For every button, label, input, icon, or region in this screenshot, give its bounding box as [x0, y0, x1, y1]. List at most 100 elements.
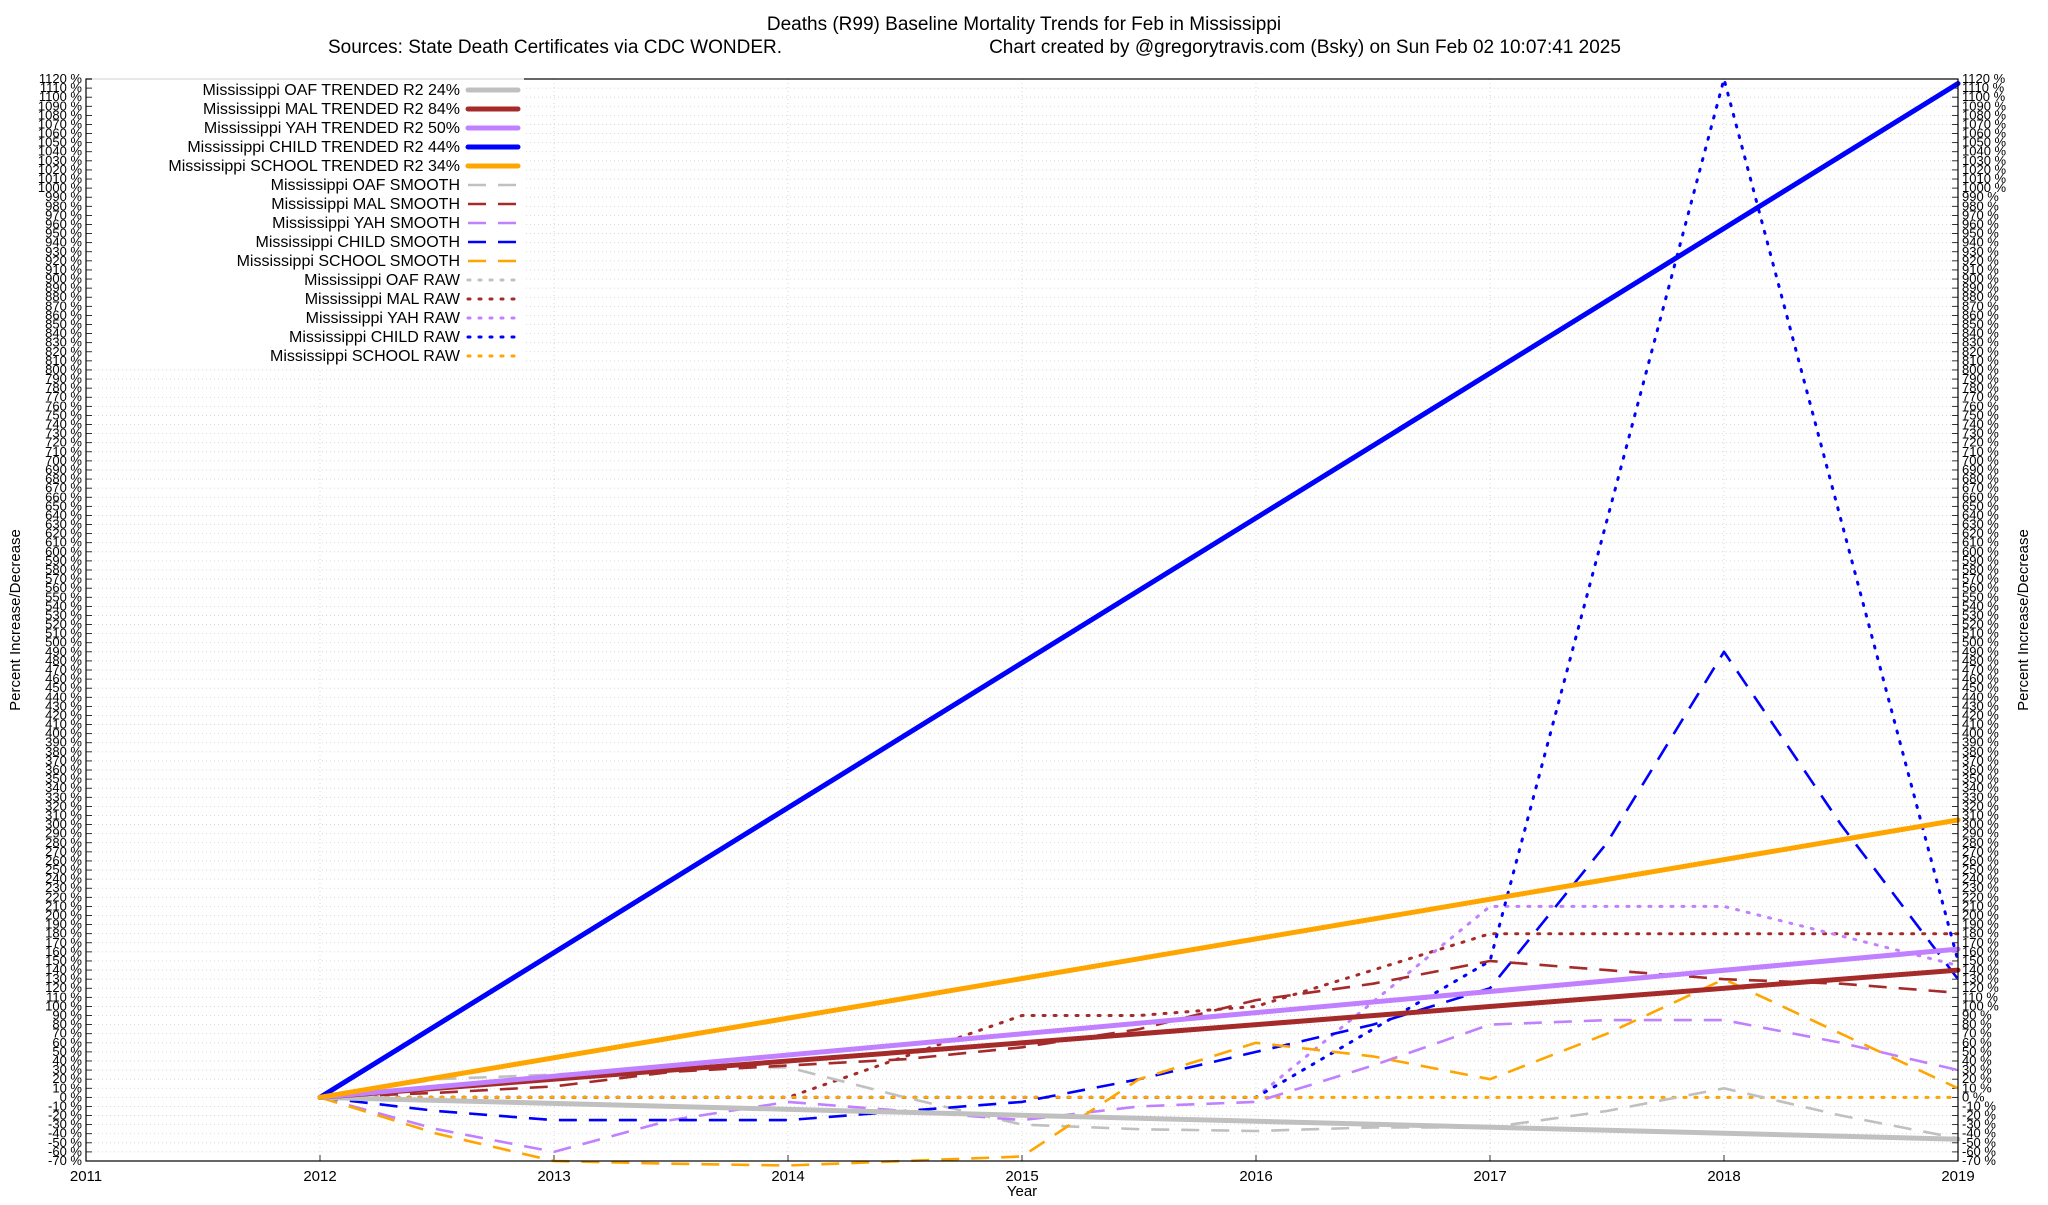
- y-tick-label: 1100 %: [39, 89, 83, 104]
- series-layer: [317, 77, 1961, 1167]
- x-tick-label: 2018: [1707, 1168, 1740, 1185]
- legend-label: Mississippi SCHOOL RAW: [270, 348, 461, 365]
- x-tick-label: 2013: [537, 1168, 570, 1185]
- y-tick-label: 790 %: [45, 371, 82, 386]
- y-tick-label: -30 %: [48, 1117, 82, 1132]
- legend-label: Mississippi OAF RAW: [304, 272, 461, 289]
- y2-tick-label: 660 %: [1962, 489, 1999, 504]
- y-tick-label: 140 %: [45, 962, 82, 977]
- y2-tick-label: 830 %: [1962, 335, 1999, 350]
- y2-tick-label: 370 %: [1962, 753, 1999, 768]
- y-tick-label: 240 %: [45, 871, 82, 886]
- y2-tick-label: 80 %: [1962, 1017, 1992, 1032]
- y2-tick-label: 10 %: [1962, 1080, 1992, 1095]
- y-tick-label: 540 %: [45, 598, 82, 613]
- series-line-0: [317, 1094, 1961, 1142]
- y2-tick-label: 410 %: [1962, 717, 1999, 732]
- legend-label: Mississippi SCHOOL SMOOTH: [237, 253, 460, 270]
- series-line-7: [319, 1018, 1959, 1154]
- x-tick-label: 2019: [1941, 1168, 1974, 1185]
- y-tick-label: 910 %: [45, 262, 82, 277]
- y2-tick-label: 480 %: [1962, 653, 1999, 668]
- y-tick-label: 700 %: [45, 453, 82, 468]
- y2-tick-label: 1090 %: [1962, 98, 2007, 113]
- y-tick-label: 560 %: [45, 580, 82, 595]
- y-tick-label: 830 %: [45, 335, 82, 350]
- plot-frame: [85, 78, 1959, 1162]
- y2-tick-label: -30 %: [1962, 1117, 1996, 1132]
- y-tick-label: 610 %: [45, 535, 82, 550]
- y2-tick-label: 290 %: [1962, 826, 1999, 841]
- y-tick-label: 100 %: [45, 998, 82, 1013]
- y-tick-label: 70 %: [52, 1026, 82, 1041]
- y2-tick-label: 900 %: [1962, 271, 1999, 286]
- y2-tick-label: 750 %: [1962, 407, 1999, 422]
- y2-tick-label: 470 %: [1962, 662, 1999, 677]
- y-tick-label: 990 %: [45, 189, 82, 204]
- y2-tick-label: 730 %: [1962, 426, 1999, 441]
- y2-tick-label: 990 %: [1962, 189, 1999, 204]
- series-line-1: [317, 967, 1961, 1100]
- y2-tick-label: 330 %: [1962, 789, 1999, 804]
- x-axis-label: Year: [1007, 1183, 1037, 1200]
- y-tick-label: 30 %: [52, 1062, 82, 1077]
- y-tick-label: 230 %: [45, 880, 82, 895]
- y-tick-label: 190 %: [45, 917, 82, 932]
- y-tick-label: 770 %: [45, 389, 82, 404]
- y2-tick-label: 200 %: [1962, 908, 1999, 923]
- x-tick-label: 2015: [1005, 1168, 1038, 1185]
- y-tick-label: 840 %: [45, 326, 82, 341]
- y-tick-label: 130 %: [45, 971, 82, 986]
- y-tick-label: 950 %: [45, 226, 82, 241]
- y-tick-label: 1120 %: [39, 71, 83, 86]
- y2-tick-label: 490 %: [1962, 644, 1999, 659]
- y2-tick-label: -40 %: [1962, 1126, 1996, 1141]
- legend-label: Mississippi CHILD TRENDED R2 44%: [187, 139, 460, 156]
- y-tick-label: 850 %: [45, 316, 82, 331]
- y2-tick-label: 170 %: [1962, 935, 1999, 950]
- y-tick-label: 710 %: [45, 444, 82, 459]
- y-tick-label: 1000 %: [38, 180, 83, 195]
- y-tick-label: 780 %: [45, 380, 82, 395]
- y-tick-label: 220 %: [45, 889, 82, 904]
- y2-tick-label: 890 %: [1962, 280, 1999, 295]
- y2-tick-label: 810 %: [1962, 353, 1999, 368]
- y2-tick-label: 70 %: [1962, 1026, 1992, 1041]
- y2-tick-label: 260 %: [1962, 853, 1999, 868]
- y-tick-label: 90 %: [52, 1008, 82, 1023]
- y2-tick-label: 360 %: [1962, 762, 1999, 777]
- y-tick-label: 210 %: [45, 898, 82, 913]
- y-tick-label: 390 %: [45, 735, 82, 750]
- y2-tick-label: 1070 %: [1962, 116, 2007, 131]
- y2-tick-label: 240 %: [1962, 871, 1999, 886]
- y2-tick-label: 0 %: [1962, 1089, 1985, 1104]
- y-tick-label: 920 %: [45, 253, 82, 268]
- y2-tick-label: 190 %: [1962, 917, 1999, 932]
- y-tick-label: 630 %: [45, 517, 82, 532]
- legend-label: Mississippi OAF SMOOTH: [271, 177, 460, 194]
- y2-tick-label: 1050 %: [1962, 135, 2007, 150]
- y2-tick-label: 60 %: [1962, 1035, 1992, 1050]
- y-tick-label: 460 %: [45, 671, 82, 686]
- y-tick-label: 660 %: [45, 489, 82, 504]
- y-tick-label: 410 %: [45, 717, 82, 732]
- y2-tick-label: 680 %: [1962, 471, 1999, 486]
- y2-tick-label: 610 %: [1962, 535, 1999, 550]
- y-tick-label: 880 %: [45, 289, 82, 304]
- y2-tick-label: 930 %: [1962, 244, 1999, 259]
- ticks-layer: -70 % -70 %-60 % -60 %-50 % -50 %-40 % -40 %…: [38, 71, 2007, 1185]
- y-tick-label: 580 %: [45, 562, 82, 577]
- y-tick-label: 520 %: [45, 617, 82, 632]
- y2-tick-label: 1030 %: [1962, 153, 2007, 168]
- y2-tick-label: 600 %: [1962, 544, 1999, 559]
- y2-tick-label: 560 %: [1962, 580, 1999, 595]
- y2-tick-label: 840 %: [1962, 326, 1999, 341]
- y-tick-label: 310 %: [45, 807, 82, 822]
- y-tick-label: 1090 %: [38, 98, 83, 113]
- y-tick-label: 400 %: [45, 726, 82, 741]
- y2-tick-label: 980 %: [1962, 198, 1999, 213]
- y-tick-label: 300 %: [45, 817, 82, 832]
- y2-tick-label: 760 %: [1962, 398, 1999, 413]
- y2-tick-label: 700 %: [1962, 453, 1999, 468]
- series-line-6: [319, 959, 1959, 1099]
